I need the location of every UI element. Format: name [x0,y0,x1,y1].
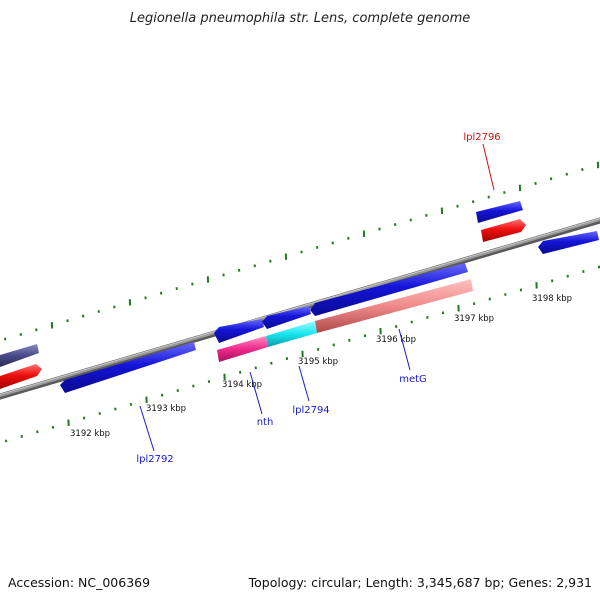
genes-feature-track [217,279,473,362]
lower-tick-track [5,265,600,443]
kbp-label: 3193 kbp [146,404,186,414]
gene-lpl2796-blue [476,201,523,223]
upper-tick-track [4,161,600,341]
accession-text: Accession: NC_006369 [8,575,150,590]
kbp-label: 3198 kbp [532,294,572,304]
gene-label-lpl2796: lpl2796 [463,132,500,143]
gene-lpl2796-group [476,201,526,242]
kbp-label: 3192 kbp [70,429,110,439]
gene-label-metG: metG [399,374,427,385]
feature-pink [217,336,268,362]
gene-leader-lines [139,143,495,452]
kbp-label: 3197 kbp [454,314,494,324]
feature-salmon [315,279,473,333]
gene-lpl2794 [262,306,311,329]
gene-label-lpl2792: lpl2792 [136,454,173,465]
gene-label-nth: nth [257,417,274,428]
kbp-label: 3194 kbp [222,380,262,390]
gene-left-slate [0,344,39,367]
kbp-label: 3195 kbp [298,357,338,367]
gene-right-blue [538,231,599,254]
kbp-label: 3196 kbp [376,335,416,345]
genome-summary-text: Topology: circular; Length: 3,345,687 bp… [248,575,592,590]
gene-left-red [0,364,42,389]
map-title: Legionella pneumophila str. Lens, comple… [130,11,471,26]
gene-label-lpl2794: lpl2794 [292,405,329,416]
kbp-scale: 3192 kbp 3193 kbp 3194 kbp 3195 kbp 3196… [70,294,572,439]
gene-metG [310,263,468,316]
feature-cyan [266,321,317,347]
gene-labels: lpl2792 nth lpl2794 metG lpl2796 [136,132,500,465]
gene-lpl2792 [60,342,196,393]
gene-lpl2796-red [481,219,526,242]
genes-reverse-strand [0,231,599,393]
gene-nth [214,319,264,343]
